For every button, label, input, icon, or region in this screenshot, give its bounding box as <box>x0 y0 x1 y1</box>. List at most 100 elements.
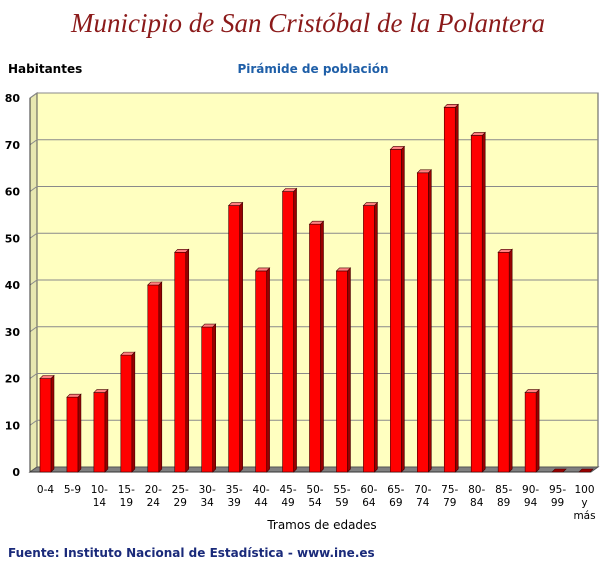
bar-front <box>524 392 537 473</box>
x-tick-label: 10- <box>91 484 108 496</box>
x-tick-label: 69 <box>389 497 402 509</box>
bar-top <box>524 389 540 393</box>
x-tick-label: 34 <box>201 497 215 509</box>
bar-top <box>200 323 217 328</box>
x-tick-label: 30- <box>199 484 216 496</box>
x-tick-label: 59 <box>335 497 348 509</box>
bar-side <box>131 351 136 473</box>
bar-side <box>50 374 55 473</box>
x-tick-label: 20- <box>145 484 162 496</box>
bar-side <box>347 267 351 473</box>
source-note: Fuente: Instituto Nacional de Estadístic… <box>8 546 375 560</box>
x-tick-label: 80- <box>468 484 485 496</box>
bar-front <box>228 205 240 473</box>
x-tick-label: 94 <box>524 497 538 509</box>
bar-front <box>120 354 133 473</box>
bar-18 <box>524 388 540 473</box>
bar-11 <box>335 267 352 473</box>
bar-15 <box>443 103 459 473</box>
bar-front <box>336 270 348 473</box>
x-tick-label: 44 <box>254 497 268 509</box>
bar-9 <box>281 187 298 473</box>
x-tick-label: 99 <box>551 497 564 509</box>
gridline <box>29 232 598 239</box>
x-tick-label: 55- <box>333 484 350 496</box>
x-tick-label: 95- <box>549 484 566 496</box>
x-tick-label: 50- <box>306 484 323 496</box>
x-tick-label: 35- <box>226 484 243 496</box>
bar-top <box>93 389 109 393</box>
bar-10 <box>308 220 325 473</box>
bar-flat <box>578 468 594 473</box>
bar-top <box>227 202 244 206</box>
y-tick-label: 50 <box>5 232 21 245</box>
x-tick-label: 40- <box>253 484 270 496</box>
bar-side <box>185 248 190 473</box>
x-tick-label: 64 <box>362 497 376 509</box>
x-tick-label: más <box>573 510 595 522</box>
x-tick-label: 79 <box>443 497 456 509</box>
bar-1 <box>66 393 82 473</box>
bar-top <box>308 220 325 225</box>
bar-front <box>443 107 456 473</box>
x-tick-label: 29 <box>174 497 187 509</box>
gridline <box>29 373 598 379</box>
y-tick-label: 10 <box>5 419 21 432</box>
x-tick-label: 15- <box>118 484 135 496</box>
bar-top <box>470 132 486 136</box>
bar-0 <box>39 374 55 473</box>
bar-side <box>428 169 432 473</box>
bar-side <box>77 393 82 473</box>
bar-front <box>93 392 106 473</box>
bar-front <box>39 378 52 473</box>
chart-title: Pirámide de población <box>237 62 389 76</box>
bar-front <box>282 191 294 473</box>
bar-top <box>416 169 433 174</box>
bar-side <box>239 201 243 473</box>
bar-front <box>201 326 213 473</box>
bar-front <box>497 251 510 473</box>
gridline <box>29 419 598 426</box>
bar-5 <box>174 248 190 473</box>
bar-top <box>254 267 271 272</box>
x-tick-label: 60- <box>360 484 377 496</box>
bar-top <box>281 188 298 192</box>
x-tick-label: 49 <box>281 497 294 509</box>
bar-8 <box>254 267 271 473</box>
x-tick-label: 14 <box>93 497 107 509</box>
bar-13 <box>389 145 406 473</box>
bar-14 <box>416 169 433 473</box>
x-tick-label: 19 <box>120 497 133 509</box>
bar-front <box>363 205 375 473</box>
bar-12 <box>362 201 379 473</box>
x-tick-label: 25- <box>172 484 189 496</box>
x-tick-label: 89 <box>497 497 510 509</box>
population-bar-chart: 0 10 20 30 40 50 60 70 80 0-4 5-9 10-14 15-19 20-24 25… <box>5 92 600 532</box>
bar-side <box>104 388 109 473</box>
y-axis-label: Habitantes <box>8 62 83 76</box>
bar-top <box>120 351 136 356</box>
bar-side <box>320 220 324 473</box>
gridline <box>29 186 598 192</box>
x-tick-label: 45- <box>279 484 296 496</box>
bar-front <box>147 284 160 473</box>
x-tick-label: 24 <box>147 497 161 509</box>
bar-16 <box>470 131 486 473</box>
bar-side <box>401 145 405 473</box>
bar-top <box>66 393 82 398</box>
bar-flat <box>551 468 567 473</box>
bar-side <box>293 187 297 473</box>
x-tick-label: 74 <box>416 497 430 509</box>
bar-top <box>362 202 379 206</box>
x-tick-label: 90- <box>522 484 539 496</box>
bar-side <box>535 388 540 473</box>
bar-20 <box>578 468 594 473</box>
x-tick-label: 85- <box>495 484 512 496</box>
x-tick-label: 5-9 <box>64 484 81 496</box>
bar-side <box>266 267 270 473</box>
gridline <box>29 279 598 286</box>
x-axis-title: Tramos de edades <box>266 518 376 532</box>
bar-top <box>335 267 352 272</box>
bar-front <box>255 270 267 473</box>
gridline <box>29 326 598 333</box>
